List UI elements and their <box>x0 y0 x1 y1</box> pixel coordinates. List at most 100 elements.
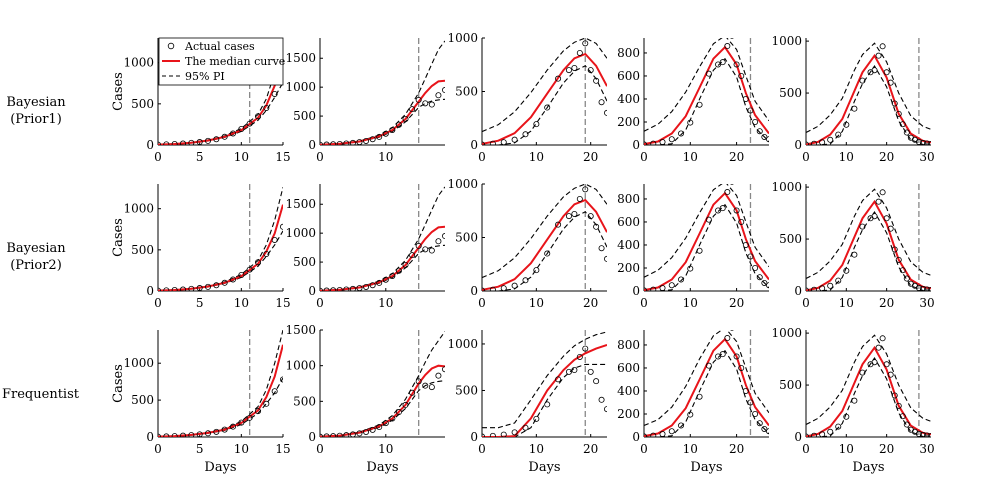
actual-case-point <box>644 433 647 437</box>
actual-case-point <box>875 198 882 205</box>
actual-case-point <box>593 378 600 385</box>
actual-case-point <box>644 141 647 145</box>
x-tick-label: 0 <box>478 150 486 164</box>
actual-case-point <box>323 433 330 437</box>
actual-case-point <box>923 140 930 145</box>
actual-case-point <box>238 125 245 132</box>
actual-case-point <box>891 246 898 253</box>
actual-case-point <box>598 99 605 106</box>
y-tick-label: 500 <box>779 378 802 392</box>
actual-case-point <box>320 287 323 291</box>
actual-case-point <box>180 286 186 291</box>
y-tick-label: 1000 <box>771 34 802 48</box>
actual-case-point <box>738 72 745 79</box>
actual-case-point <box>851 251 858 258</box>
actual-case-point <box>428 247 435 254</box>
pi-lower-line <box>320 380 445 437</box>
plot-area <box>158 184 283 291</box>
actual-case-point <box>336 286 343 291</box>
x-tick-label: 15 <box>275 150 290 164</box>
actual-case-point <box>724 189 731 196</box>
pi-upper-line <box>482 331 607 429</box>
actual-case-point <box>715 61 722 68</box>
actual-case-point <box>887 225 894 232</box>
x-tick-label: 20 <box>879 442 894 456</box>
x-tick-label: 0 <box>640 296 648 310</box>
actual-case-point <box>747 399 754 406</box>
actual-case-point <box>336 140 343 145</box>
pi-lower-line <box>158 230 283 291</box>
actual-case-point <box>158 287 161 291</box>
y-tick-label: 0 <box>794 138 802 152</box>
x-tick-label: 10 <box>378 442 393 456</box>
actual-case-point <box>254 259 261 266</box>
actual-case-point <box>171 287 178 291</box>
actual-case-point <box>879 189 886 196</box>
actual-case-point <box>678 130 685 137</box>
actual-case-point <box>163 287 170 291</box>
actual-case-point <box>442 87 445 94</box>
actual-case-point <box>928 432 931 437</box>
x-tick-label: 0 <box>802 442 810 456</box>
actual-case-point <box>188 432 195 437</box>
actual-case-point <box>923 286 930 291</box>
actual-case-point <box>806 433 809 437</box>
plot-area <box>482 330 607 437</box>
actual-case-point <box>705 70 712 77</box>
actual-case-point <box>604 109 607 116</box>
actual-case-point <box>363 137 370 144</box>
actual-case-point <box>204 137 211 144</box>
actual-case-point <box>827 136 834 143</box>
chart-panel-r3c3: 0 10 20 0 500 1000 Days <box>447 330 607 475</box>
x-tick-label: 20 <box>729 150 744 164</box>
actual-case-point <box>668 428 675 435</box>
y-tick-label: 600 <box>617 69 640 83</box>
actual-case-point <box>229 423 236 430</box>
actual-case-point <box>489 432 496 437</box>
row-label-line1: Bayesian <box>6 241 66 256</box>
y-tick-label: 1000 <box>123 56 154 70</box>
x-tick-label: 10 <box>378 150 393 164</box>
actual-case-point <box>402 261 409 268</box>
actual-case-point <box>715 353 722 360</box>
legend-marker-actual <box>167 42 175 50</box>
y-tick-label: 500 <box>131 393 154 407</box>
actual-case-point <box>188 139 195 145</box>
pi-upper-line <box>806 334 931 425</box>
y-tick-label: 0 <box>308 430 316 444</box>
actual-case-point <box>435 92 442 99</box>
x-tick-label: 5 <box>196 296 204 310</box>
actual-case-point <box>719 351 726 358</box>
actual-case-point <box>349 431 356 437</box>
actual-case-point <box>533 121 540 128</box>
actual-case-point <box>382 276 389 283</box>
actual-case-point <box>221 279 228 286</box>
actual-case-point <box>395 121 402 128</box>
actual-case-point <box>320 433 323 437</box>
x-tick-label: 20 <box>879 150 894 164</box>
y-tick-label: 1000 <box>123 356 154 370</box>
y-tick-label: 500 <box>455 383 478 397</box>
row-label-bayesian-prior1: Bayesian (Prior1) <box>0 94 72 128</box>
legend: Actual cases The median curve 95% PI <box>158 37 285 86</box>
actual-case-point <box>644 287 647 291</box>
x-tick-label: 0 <box>478 442 486 456</box>
actual-case-point <box>738 218 745 225</box>
actual-case-point <box>730 184 734 185</box>
actual-case-point <box>587 368 594 375</box>
actual-case-point <box>500 431 507 437</box>
actual-case-point <box>271 236 278 243</box>
y-tick-label: 1000 <box>447 31 478 45</box>
actual-case-point <box>766 136 769 143</box>
x-tick-label: 10 <box>529 442 544 456</box>
actual-case-point <box>171 141 178 145</box>
actual-case-point <box>369 426 376 433</box>
actual-case-point <box>650 432 657 437</box>
actual-case-point <box>650 140 657 145</box>
actual-case-point <box>730 330 734 331</box>
actual-case-point <box>819 285 826 291</box>
actual-case-point <box>891 392 898 399</box>
actual-case-point <box>263 250 270 257</box>
actual-case-point <box>571 64 578 71</box>
actual-case-point <box>859 77 866 84</box>
